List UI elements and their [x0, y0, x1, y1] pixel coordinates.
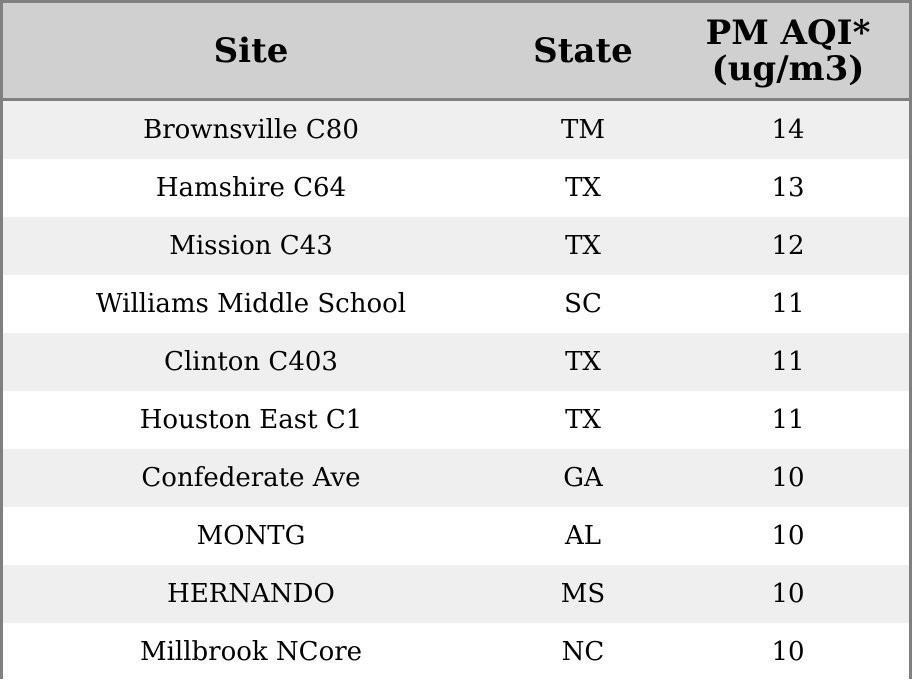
table-row: HERNANDO MS 10: [3, 565, 909, 623]
header-pm-aqi-label: PM AQI*: [705, 12, 871, 53]
table-row: Houston East C1 TX 11: [3, 391, 909, 449]
cell-site: Confederate Ave: [141, 463, 361, 493]
cell-site: Millbrook NCore: [139, 637, 363, 667]
cell-state: SC: [564, 289, 602, 319]
cell-state: NC: [561, 637, 605, 667]
table-row: Hamshire C64 TX 13: [3, 159, 909, 217]
cell-pm-aqi: 14: [771, 115, 805, 145]
header-state: State: [499, 3, 667, 98]
cell-pm-aqi: 12: [771, 231, 805, 261]
cell-site: HERNANDO: [167, 579, 335, 609]
cell-site: Williams Middle School: [95, 289, 407, 319]
header-state-label: State: [533, 30, 633, 71]
cell-pm-aqi: 11: [771, 289, 805, 319]
cell-state: AL: [564, 521, 602, 551]
header-pm-aqi-unit: (ug/m3): [711, 48, 865, 89]
header-site: Site: [3, 3, 499, 98]
cell-state: TX: [565, 405, 601, 435]
cell-site: MONTG: [196, 521, 306, 551]
table-row: Clinton C403 TX 11: [3, 333, 909, 391]
cell-site: Clinton C403: [164, 347, 338, 377]
cell-site: Hamshire C64: [155, 173, 347, 203]
table-row: Brownsville C80 TM 14: [3, 101, 909, 159]
cell-pm-aqi: 10: [771, 463, 805, 493]
cell-state: MS: [560, 579, 606, 609]
cell-pm-aqi: 10: [771, 637, 805, 667]
cell-site: Brownsville C80: [143, 115, 359, 145]
cell-state: TM: [561, 115, 605, 145]
table-row: MONTG AL 10: [3, 507, 909, 565]
cell-state: TX: [565, 347, 601, 377]
cell-pm-aqi: 11: [771, 405, 805, 435]
cell-pm-aqi: 10: [771, 579, 805, 609]
cell-pm-aqi: 11: [771, 347, 805, 377]
cell-state: TX: [565, 173, 601, 203]
header-site-label: Site: [213, 30, 289, 71]
cell-site: Houston East C1: [139, 405, 363, 435]
cell-state: TX: [565, 231, 601, 261]
table-header-row: Site State PM AQI* (ug/m3): [3, 3, 909, 101]
table-row: Mission C43 TX 12: [3, 217, 909, 275]
table-row: Confederate Ave GA 10: [3, 449, 909, 507]
table-body: Brownsville C80 TM 14 Hamshire C64 TX 13 Missi…: [3, 101, 909, 681]
cell-state: GA: [563, 463, 603, 493]
cell-pm-aqi: 13: [771, 173, 805, 203]
table-row: Millbrook NCore NC 10: [3, 623, 909, 681]
cell-pm-aqi: 10: [771, 521, 805, 551]
header-pm-aqi: PM AQI* (ug/m3): [667, 3, 909, 98]
cell-site: Mission C43: [169, 231, 333, 261]
table-row: Williams Middle School SC 11: [3, 275, 909, 333]
